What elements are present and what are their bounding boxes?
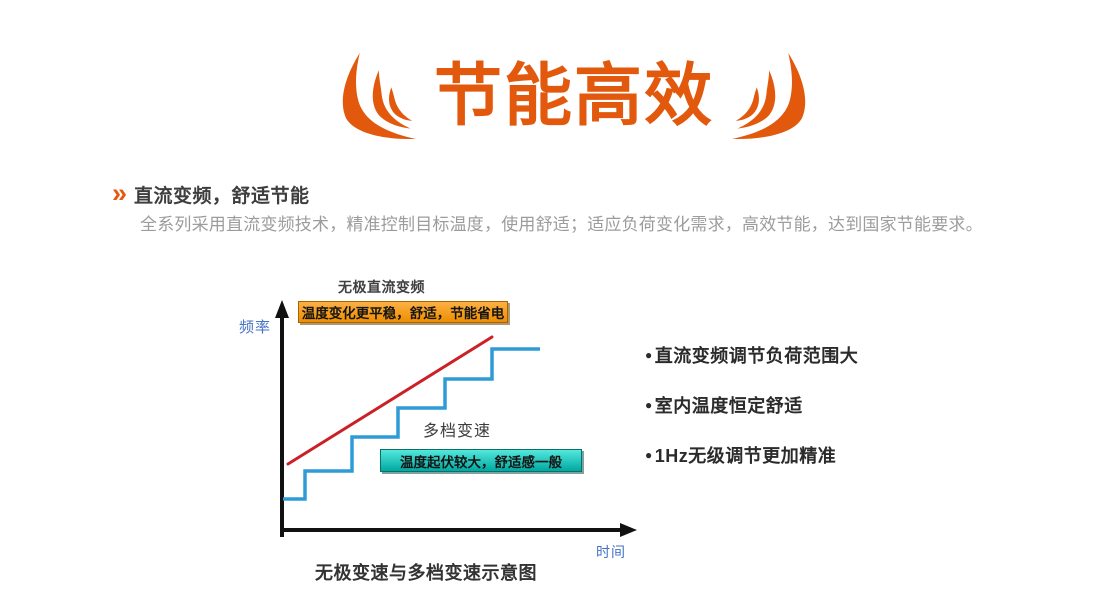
bullet-text: 直流变频调节负荷范围大 xyxy=(654,346,859,366)
title-swoosh-left-icon xyxy=(342,53,417,140)
feature-bullet-list: ● 直流变频调节负荷范围大 ● 室内温度恒定舒适 ● 1Hz无级调节更加精准 xyxy=(645,342,858,492)
list-item: ● 1Hz无级调节更加精准 xyxy=(645,442,858,468)
x-axis-arrow-icon xyxy=(620,523,637,537)
chart-caption: 无极变速与多档变速示意图 xyxy=(315,563,537,583)
bullet-text: 室内温度恒定舒适 xyxy=(654,396,803,416)
chart-series-title: 无极直流变频 xyxy=(338,279,425,295)
stepless-inverter-line xyxy=(286,335,494,466)
list-item: ● 室内温度恒定舒适 xyxy=(645,392,858,418)
section-body-text: 全系列采用直流变频技术，精准控制目标温度，使用舒适；适应负荷变化需求，高效节能，… xyxy=(140,215,983,234)
inverter-schematic-chart: 无极直流变频 温度变化更平稳，舒适，节能省电 多档变速 温度起伏较大，舒适感一般… xyxy=(230,270,660,590)
stepless-callout-box: 温度变化更平稳，舒适，节能省电 xyxy=(298,301,508,323)
y-axis-label: 频率 xyxy=(239,319,272,336)
page-title: 节能高效 xyxy=(433,58,714,134)
section-title: 直流变频，舒适节能 xyxy=(134,186,310,207)
double-chevron-icon: » xyxy=(112,177,128,208)
y-axis-arrow-icon xyxy=(275,300,289,318)
page-title-banner: 节能高效 xyxy=(24,50,1100,142)
bullet-dot-icon: ● xyxy=(645,398,653,412)
bullet-dot-icon: ● xyxy=(645,448,653,462)
x-axis-label: 时间 xyxy=(596,544,626,560)
bullet-dot-icon: ● xyxy=(645,348,653,362)
multi-step-line xyxy=(283,347,540,501)
list-item: ● 直流变频调节负荷范围大 xyxy=(645,342,858,368)
multi-step-callout-box: 温度起伏较大，舒适感一般 xyxy=(380,449,582,472)
title-swoosh-right-icon xyxy=(731,53,806,140)
chart-plot-area xyxy=(275,300,637,537)
bullet-text: 1Hz无级调节更加精准 xyxy=(654,446,837,466)
section-header: » 直流变频，舒适节能 xyxy=(112,177,310,208)
multi-step-label: 多档变速 xyxy=(423,423,492,440)
